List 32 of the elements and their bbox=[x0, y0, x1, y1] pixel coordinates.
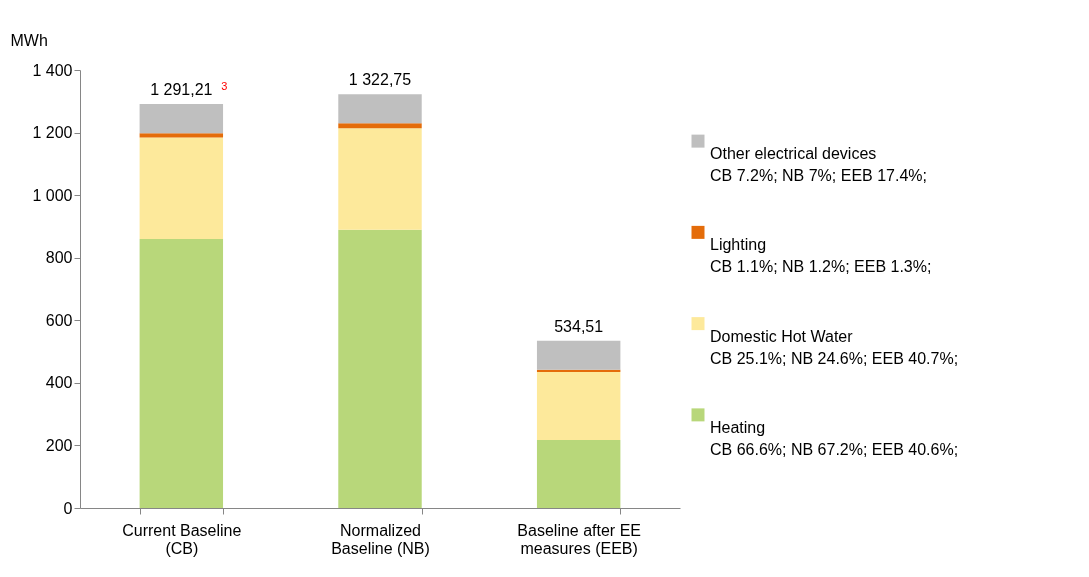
legend-label: Other electrical devices CB 7.2%; NB 7%; EEB 17.4%; bbox=[710, 145, 927, 185]
y-tick-label: 400 bbox=[45, 374, 73, 392]
legend-label: Lighting CB 1.1%; NB 1.2%; EEB 1.3%; bbox=[710, 236, 932, 276]
x-tick-label: Normalized Baseline (NB) bbox=[331, 521, 430, 557]
y-tick-label: 800 bbox=[45, 249, 73, 267]
total-label: 534,51 bbox=[554, 317, 604, 335]
x-tick-label: Current Baseline (CB) bbox=[122, 521, 242, 557]
y-tick-label: 1 000 bbox=[32, 186, 73, 204]
y-tick-label: 600 bbox=[45, 311, 73, 329]
total-label: 1 322,75 bbox=[348, 71, 412, 89]
bar bbox=[536, 371, 621, 441]
y-axis-title: MWh bbox=[10, 31, 48, 49]
bar bbox=[338, 128, 422, 230]
bar bbox=[139, 137, 224, 239]
y-tick-label: 1 200 bbox=[32, 124, 73, 142]
legend-label: Domestic Hot Water CB 25.1%; NB 24.6%; EEB 40.7%; bbox=[710, 327, 959, 367]
y-tick-label: 1 400 bbox=[32, 61, 73, 79]
bar bbox=[338, 229, 422, 508]
bar bbox=[139, 133, 224, 138]
y-tick-label: 200 bbox=[45, 436, 73, 454]
x-tick-label: Baseline after EE measures (EEB) bbox=[517, 521, 641, 557]
y-tick-label: 0 bbox=[63, 499, 73, 517]
annotation: 3 bbox=[221, 80, 228, 93]
legend-label: Heating CB 66.6%; NB 67.2%; EEB 40.6%; bbox=[710, 418, 959, 458]
bar bbox=[536, 440, 621, 508]
bar bbox=[536, 340, 621, 370]
bar bbox=[536, 369, 621, 372]
bar bbox=[139, 104, 224, 134]
bar bbox=[338, 94, 422, 124]
bar bbox=[338, 123, 422, 129]
bar bbox=[139, 238, 224, 508]
total-label: 1 291,21 bbox=[150, 81, 213, 99]
